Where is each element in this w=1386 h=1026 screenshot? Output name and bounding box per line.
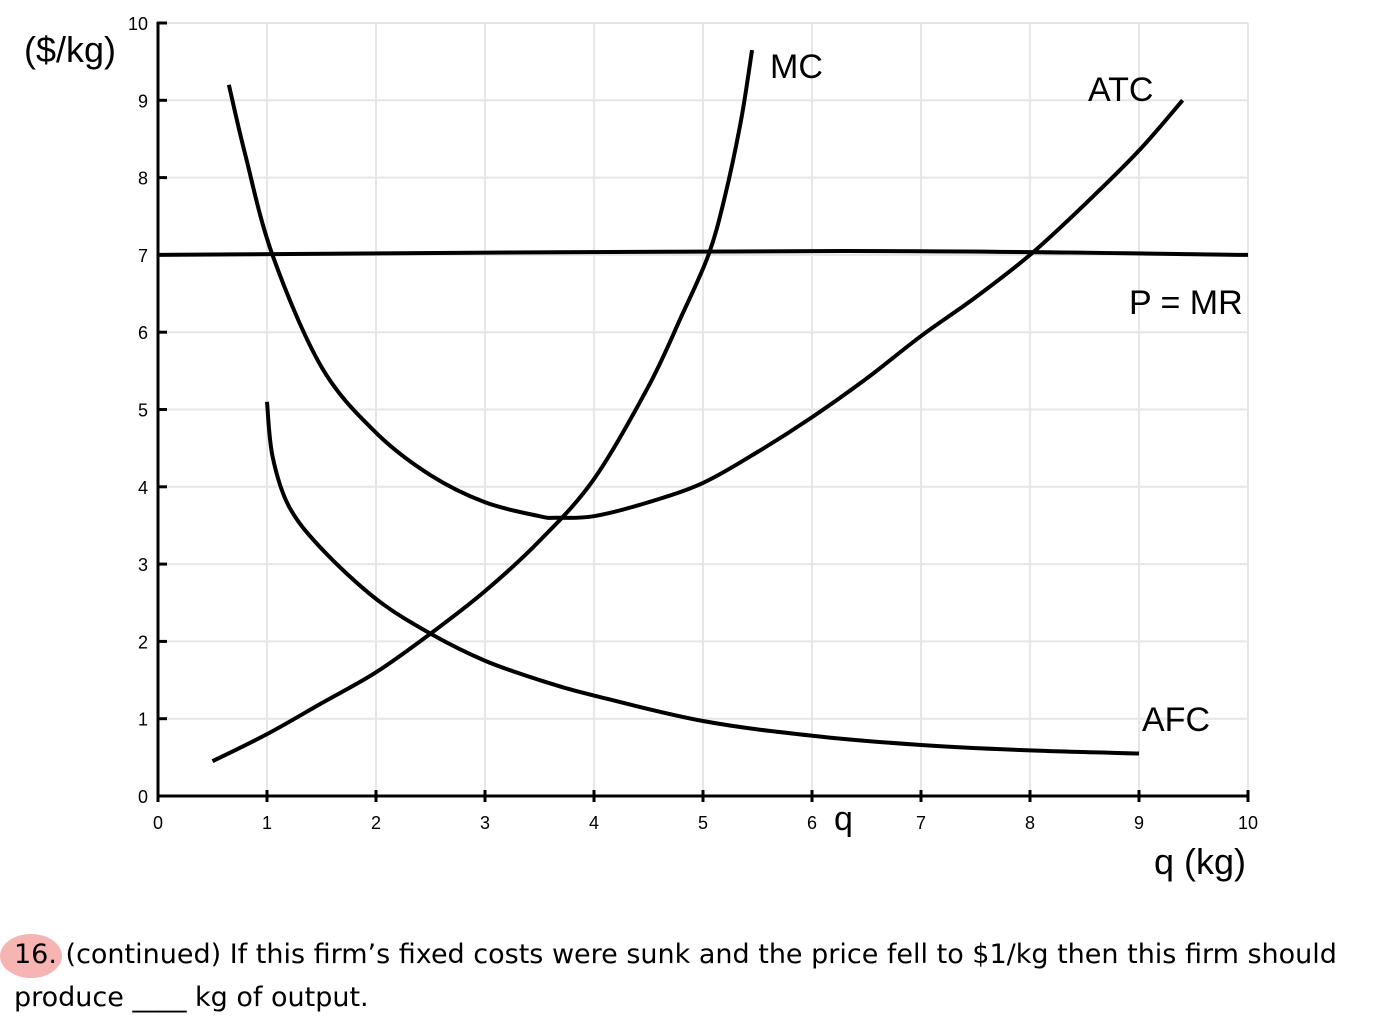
x-tick-label: 2 <box>371 813 381 833</box>
y-tick-label: 9 <box>138 91 148 111</box>
x-axis-title: q (kg) <box>1154 841 1246 882</box>
question-text-line-2: produce ____ kg of output. <box>14 982 369 1013</box>
question-line-1: 16. (continued) If this firm’s fixed cos… <box>0 933 1374 978</box>
question-number-highlight <box>0 934 62 978</box>
pmr-label: P = MR <box>1129 284 1243 322</box>
x-tick-label: 7 <box>916 813 926 833</box>
y-tick-label: 10 <box>128 14 148 34</box>
x-tick-label: 5 <box>698 813 708 833</box>
y-tick-label: 4 <box>138 478 148 498</box>
x-tick-label: 6 <box>807 813 817 833</box>
mc-label: MC <box>770 48 823 86</box>
y-tick-label: 6 <box>138 323 148 343</box>
question-number: 16. <box>0 933 62 978</box>
p-mr-curve <box>157 249 1249 257</box>
afc-curve <box>265 401 1140 756</box>
question-number-text: 16. <box>14 939 57 970</box>
x-tick-label: 9 <box>1134 813 1144 833</box>
grid-lines <box>157 22 1249 797</box>
mc-curve <box>211 49 755 764</box>
y-tick-label: 1 <box>138 710 148 730</box>
x-tick-label: 4 <box>589 813 599 833</box>
y-tick-label: 3 <box>138 555 148 575</box>
atc-curve <box>226 84 1185 520</box>
afc-label: AFC <box>1142 701 1210 739</box>
x-tick-label: 10 <box>1238 813 1258 833</box>
cost-curves-chart: 0 1 2 3 4 5 6 7 8 9 10 0 1 2 3 4 5 6 7 8 9 10 ($/kg) q (kg) q… <box>24 14 1258 882</box>
atc-label: ATC <box>1088 71 1153 109</box>
y-tick-label: 7 <box>138 246 148 266</box>
question-block: 16. (continued) If this firm’s fixed cos… <box>0 933 1374 1019</box>
axis-ticks: 0 1 2 3 4 5 6 7 8 9 10 0 1 2 3 4 5 6 7 8 9 10 <box>128 14 1258 833</box>
question-text-line-1: (continued) If this firm’s fixed costs w… <box>56 939 1337 970</box>
curves <box>157 49 1249 764</box>
x-tick-label: 1 <box>262 813 272 833</box>
y-tick-label: 2 <box>138 632 148 652</box>
y-tick-label: 8 <box>138 169 148 189</box>
extra-q-label: q <box>834 800 853 838</box>
y-tick-label: 0 <box>138 787 148 807</box>
x-tick-label: 8 <box>1025 813 1035 833</box>
y-axis-title: ($/kg) <box>24 29 116 70</box>
x-tick-label: 0 <box>153 813 163 833</box>
x-tick-label: 3 <box>480 813 490 833</box>
y-tick-label: 5 <box>138 401 148 421</box>
